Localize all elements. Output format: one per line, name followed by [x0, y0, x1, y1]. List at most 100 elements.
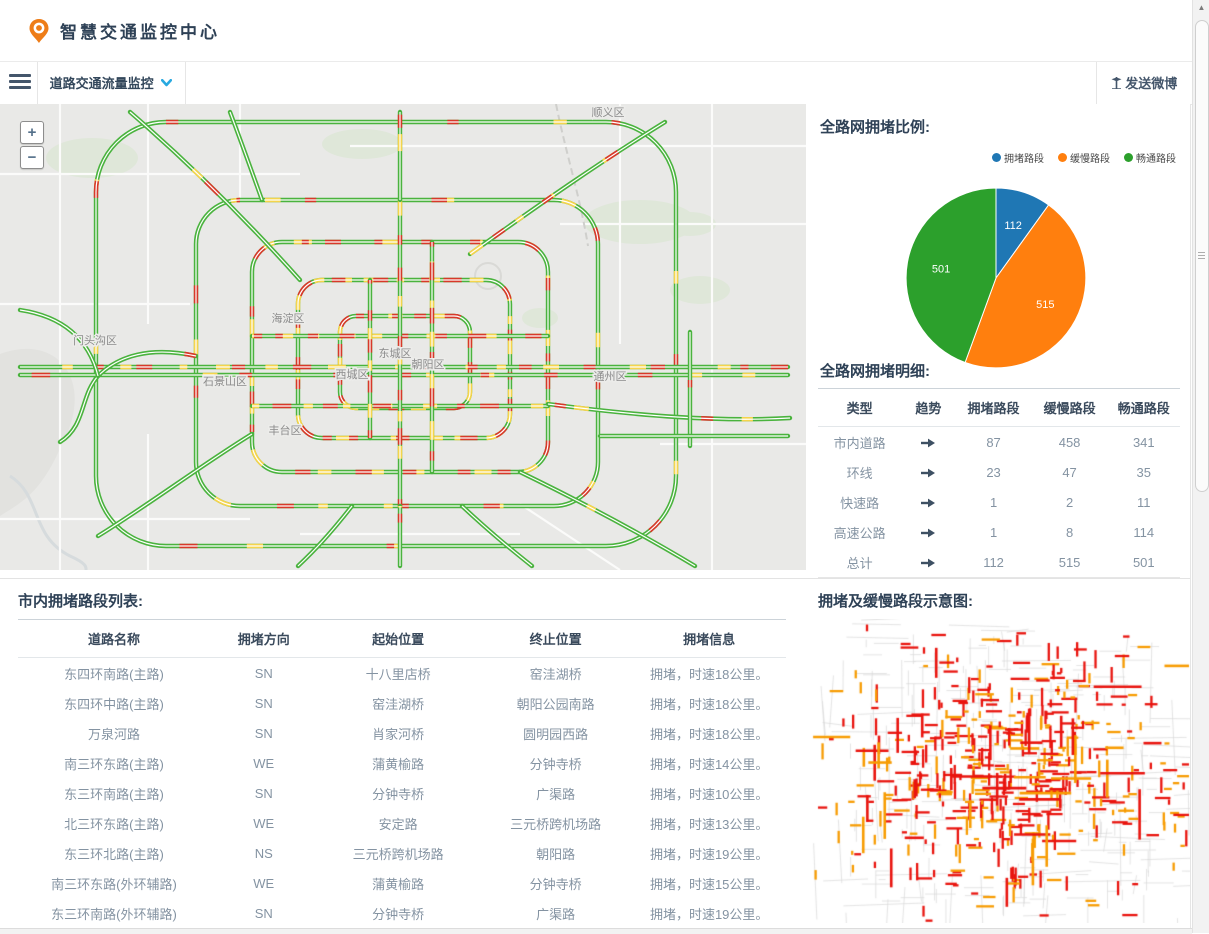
- road-type-cell: 总计: [846, 555, 873, 571]
- park-patch: [322, 129, 402, 159]
- direction-cell: WE: [253, 815, 275, 831]
- page-title: 智慧交通监控中心: [60, 23, 220, 42]
- table-row: 高速公路 1 8 114: [818, 517, 1180, 547]
- slow-count-cell: 458: [1058, 434, 1081, 450]
- detail-table-header-row: 类型 趋势 拥堵路段 缓慢路段 畅通路段: [818, 388, 1180, 427]
- info-cell: 拥堵，时速19公里。: [649, 906, 769, 922]
- road-congested-overlay: [337, 313, 473, 411]
- menu-hamburger-icon[interactable]: [9, 74, 31, 92]
- table-header-cell: 起始位置: [317, 619, 479, 658]
- chevron-down-icon: [161, 79, 173, 87]
- park-patch: [670, 276, 730, 304]
- trend-cell: [901, 427, 955, 458]
- direction-cell: SN: [254, 665, 273, 681]
- start-cell: 分钟寺桥: [372, 786, 425, 802]
- table-header-cell: 趋势: [901, 388, 956, 427]
- legend-item-1[interactable]: 缓慢路段: [1058, 150, 1110, 165]
- legend-label: 拥堵路段: [1004, 154, 1044, 165]
- road-name-cell: 南三环东路(外环辅路): [51, 876, 177, 892]
- info-cell: 拥堵，时速15公里。: [649, 876, 769, 892]
- detail-section-title: 全路网拥堵明细:: [820, 363, 930, 380]
- smooth-count-cell: 11: [1137, 494, 1151, 510]
- road-centerline: [19, 309, 99, 377]
- district-label: 丰台区: [269, 423, 302, 437]
- toolbar-divider: [37, 62, 38, 104]
- district-label: 顺义区: [592, 106, 625, 119]
- table-row: 市内道路 87 458 341: [818, 427, 1180, 458]
- slow-count-cell: 8: [1065, 524, 1074, 540]
- list-table-container: 道路名称 拥堵方向 起始位置 终止位置 拥堵信息 东四环南路(主路) SN 十八…: [18, 619, 786, 929]
- congested-count-cell: 112: [983, 554, 1004, 570]
- smooth-count-cell: 501: [1132, 554, 1155, 570]
- scroll-up-arrow-icon[interactable]: ▲: [1197, 3, 1206, 12]
- info-cell: 拥堵，时速18公里。: [649, 696, 769, 712]
- end-cell: 广渠路: [536, 786, 576, 802]
- start-cell: 分钟寺桥: [372, 906, 425, 922]
- start-cell: 三元桥跨机场路: [352, 846, 444, 862]
- scrollbar-grip: [1198, 252, 1205, 260]
- congested-roads-table: 道路名称 拥堵方向 起始位置 终止位置 拥堵信息 东四环南路(主路) SN 十八…: [18, 619, 786, 928]
- module-dropdown-label: 道路交通流量监控: [49, 76, 154, 91]
- app-logo-pin-icon: [29, 18, 49, 43]
- pie-slice-畅通路段[interactable]: [905, 187, 997, 364]
- table-header-cell: 终止位置: [478, 619, 633, 658]
- end-cell: 三元桥跨机场路: [510, 816, 602, 832]
- diagram-section: 拥堵及缓慢路段示意图:: [806, 579, 1190, 929]
- legend-item-0[interactable]: 拥堵路段: [992, 150, 1044, 165]
- legend-label: 缓慢路段: [1070, 154, 1110, 165]
- smooth-count-cell: 35: [1136, 464, 1152, 480]
- list-table-body: 东四环南路(主路) SN 十八里店桥 窑洼湖桥 拥堵，时速18公里。 东四环中路…: [18, 658, 786, 929]
- road-type-cell: 环线: [846, 465, 873, 481]
- traffic-map[interactable]: 顺义区 门头沟区 海淀区 石景山区 西城区 东城区 朝阳区 丰台区 通州区 + −: [0, 104, 806, 570]
- road-base: [337, 313, 473, 411]
- pie-slice-缓慢路段[interactable]: [964, 204, 1087, 369]
- direction-cell: WE: [253, 875, 275, 891]
- smooth-count-cell: 341: [1132, 434, 1155, 450]
- map-zoom-in-button[interactable]: +: [20, 121, 44, 144]
- district-label: 海淀区: [272, 311, 305, 325]
- congestion-pie-chart: 112 515 501: [905, 187, 1087, 369]
- trend-flat-arrow-icon: [921, 558, 936, 568]
- table-row: 环线 23 47 35: [818, 457, 1180, 487]
- road-type-cell: 快速路: [840, 495, 880, 511]
- start-cell: 蒲黄榆路: [372, 756, 425, 772]
- page-scrollbar[interactable]: ▲: [1192, 0, 1209, 933]
- direction-cell: SN: [254, 785, 273, 801]
- end-cell: 分钟寺桥: [529, 876, 582, 892]
- pie-value-label: 515: [1036, 299, 1054, 311]
- slow-count-cell: 515: [1058, 554, 1081, 570]
- district-label: 通州区: [594, 370, 627, 383]
- send-weibo-button[interactable]: 发送微博: [1096, 62, 1192, 104]
- road-centerline: [547, 403, 791, 420]
- legend-item-2[interactable]: 畅通路段: [1124, 150, 1176, 165]
- direction-cell: SN: [254, 725, 273, 741]
- end-cell: 窑洼湖桥: [529, 666, 582, 682]
- map-zoom-out-button[interactable]: −: [20, 146, 44, 169]
- road-centerline: [339, 315, 471, 409]
- trend-flat-arrow-icon: [921, 468, 936, 478]
- district-label: 西城区: [336, 368, 369, 381]
- trend-cell: [901, 517, 955, 547]
- table-header-cell: 道路名称: [18, 619, 210, 658]
- direction-cell: WE: [253, 755, 275, 771]
- info-cell: 拥堵，时速18公里。: [649, 726, 769, 742]
- congested-count-cell: 87: [986, 434, 1001, 450]
- legend-dot: [992, 153, 1001, 162]
- road-name-cell: 万泉河路: [87, 726, 140, 742]
- trend-flat-arrow-icon: [921, 528, 936, 538]
- pie-legend: 拥堵路段 缓慢路段 畅通路段: [992, 150, 1176, 165]
- legend-dot: [1058, 153, 1067, 162]
- road-name-cell: 南三环东路(主路): [64, 756, 164, 772]
- road-centerline: [95, 121, 677, 547]
- road-centerline: [461, 505, 533, 567]
- road-base: [127, 109, 303, 283]
- module-dropdown[interactable]: 道路交通流量监控: [37, 62, 185, 104]
- info-cell: 拥堵，时速19公里。: [649, 846, 769, 862]
- road-centerline: [519, 471, 696, 567]
- network-detail-table: 类型 趋势 拥堵路段 缓慢路段 畅通路段 市内道路 87 458 341 环线 …: [818, 388, 1180, 577]
- table-header-cell: 拥堵路段: [955, 388, 1032, 427]
- road-centerline: [129, 111, 301, 281]
- scrollbar-thumb[interactable]: [1195, 20, 1209, 492]
- road-name-cell: 东三环南路(外环辅路): [51, 906, 177, 922]
- section-divider: [0, 578, 1190, 579]
